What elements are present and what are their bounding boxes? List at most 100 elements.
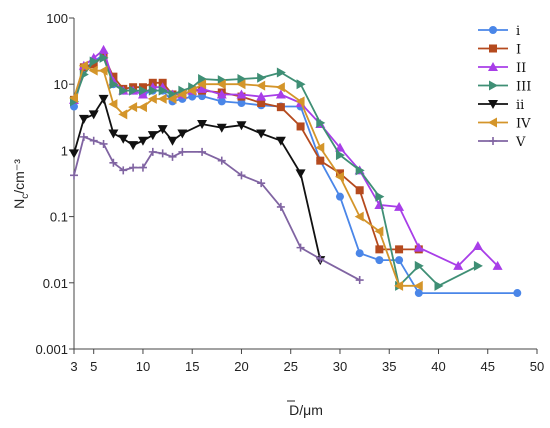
data-point bbox=[355, 276, 364, 285]
data-point bbox=[488, 100, 498, 109]
data-point bbox=[256, 80, 266, 91]
legend-item: II bbox=[478, 61, 526, 76]
data-point bbox=[148, 85, 158, 96]
data-point bbox=[473, 260, 483, 271]
data-point bbox=[158, 149, 167, 158]
data-point bbox=[187, 85, 197, 96]
data-point bbox=[394, 201, 405, 211]
x-tick-label: 15 bbox=[185, 359, 199, 374]
data-point bbox=[257, 72, 267, 83]
data-point bbox=[197, 79, 207, 90]
data-point bbox=[275, 89, 286, 99]
data-point bbox=[69, 149, 79, 159]
data-point bbox=[88, 110, 99, 120]
data-point bbox=[70, 171, 78, 180]
data-point bbox=[98, 94, 109, 104]
data-point bbox=[198, 73, 208, 84]
data-point bbox=[177, 129, 188, 139]
data-point bbox=[414, 260, 424, 271]
data-point bbox=[472, 240, 483, 250]
data-point bbox=[148, 147, 157, 156]
data-point bbox=[217, 97, 226, 106]
data-point bbox=[236, 79, 246, 90]
data-point bbox=[178, 147, 187, 156]
data-point bbox=[296, 79, 306, 90]
y-axis-title: Nc/cm⁻³ bbox=[11, 159, 31, 209]
x-tick-label: 3 bbox=[70, 359, 77, 374]
data-point bbox=[129, 85, 139, 96]
legend-item: I bbox=[478, 43, 521, 58]
data-point bbox=[69, 92, 78, 103]
data-point bbox=[295, 169, 306, 179]
x-tick-label: 5 bbox=[90, 359, 97, 374]
legend-label: IV bbox=[516, 117, 531, 132]
data-point bbox=[98, 65, 108, 76]
data-point bbox=[197, 83, 208, 93]
data-point bbox=[257, 179, 266, 188]
data-point bbox=[89, 136, 98, 145]
data-point bbox=[197, 120, 208, 130]
data-point bbox=[375, 191, 385, 202]
data-point bbox=[217, 156, 226, 165]
y-axis-title-subscript: c bbox=[20, 194, 31, 199]
x-tick-label: 45 bbox=[481, 359, 495, 374]
data-point bbox=[257, 99, 266, 108]
series-V bbox=[70, 132, 364, 285]
series-line bbox=[73, 136, 361, 281]
data-point bbox=[216, 79, 226, 90]
data-point bbox=[99, 52, 109, 63]
data-point bbox=[488, 117, 497, 128]
data-point bbox=[413, 242, 424, 252]
data-point bbox=[128, 102, 138, 113]
data-point bbox=[335, 150, 345, 161]
x-tick-label: 25 bbox=[283, 359, 297, 374]
data-point bbox=[108, 99, 118, 110]
data-point bbox=[355, 186, 364, 195]
data-point bbox=[167, 93, 177, 104]
data-point bbox=[489, 26, 497, 34]
y-tick-label: 0.1 bbox=[50, 210, 68, 225]
y-axis-title-main: N bbox=[11, 199, 27, 209]
data-point bbox=[375, 245, 384, 254]
data-point bbox=[198, 147, 207, 156]
data-point bbox=[78, 60, 88, 71]
data-point bbox=[275, 136, 286, 146]
legend-item: V bbox=[478, 135, 526, 150]
data-point bbox=[296, 122, 305, 131]
y-axis-title-text: Nc/cm⁻³ bbox=[11, 159, 31, 209]
data-point bbox=[489, 44, 497, 53]
series-IV bbox=[69, 60, 423, 291]
data-point bbox=[168, 152, 177, 161]
data-point bbox=[414, 289, 423, 298]
data-point bbox=[236, 89, 247, 99]
data-point bbox=[128, 141, 139, 151]
data-point bbox=[79, 132, 88, 141]
data-point bbox=[157, 93, 167, 104]
y-tick-label: 0.001 bbox=[35, 342, 68, 357]
series-layer bbox=[69, 44, 522, 298]
legend-label: III bbox=[516, 80, 531, 95]
x-tick-label: 40 bbox=[431, 359, 445, 374]
legend-label: II bbox=[516, 61, 526, 76]
data-point bbox=[99, 139, 108, 148]
data-point bbox=[276, 202, 285, 211]
y-tick-label: 10 bbox=[54, 77, 68, 92]
x-tick-label: 20 bbox=[234, 359, 248, 374]
x-tick-label: 30 bbox=[333, 359, 347, 374]
data-point bbox=[138, 163, 147, 172]
data-point bbox=[316, 156, 325, 165]
data-point bbox=[129, 163, 138, 172]
x-tick-label: 50 bbox=[530, 359, 544, 374]
y-tick-label: 100 bbox=[46, 11, 68, 26]
legend-item: i bbox=[478, 24, 520, 39]
data-point bbox=[168, 89, 178, 100]
y-tick-label: 0.01 bbox=[43, 276, 68, 291]
series-III bbox=[70, 52, 483, 291]
plot-area: 3 5 10 15 20 25 30 35 40 45 50 0.001 0.01 0.1 1 10 100 bbox=[35, 11, 544, 374]
data-point bbox=[256, 91, 267, 101]
data-point bbox=[167, 136, 178, 146]
data-point bbox=[108, 129, 119, 139]
data-point bbox=[177, 89, 187, 100]
